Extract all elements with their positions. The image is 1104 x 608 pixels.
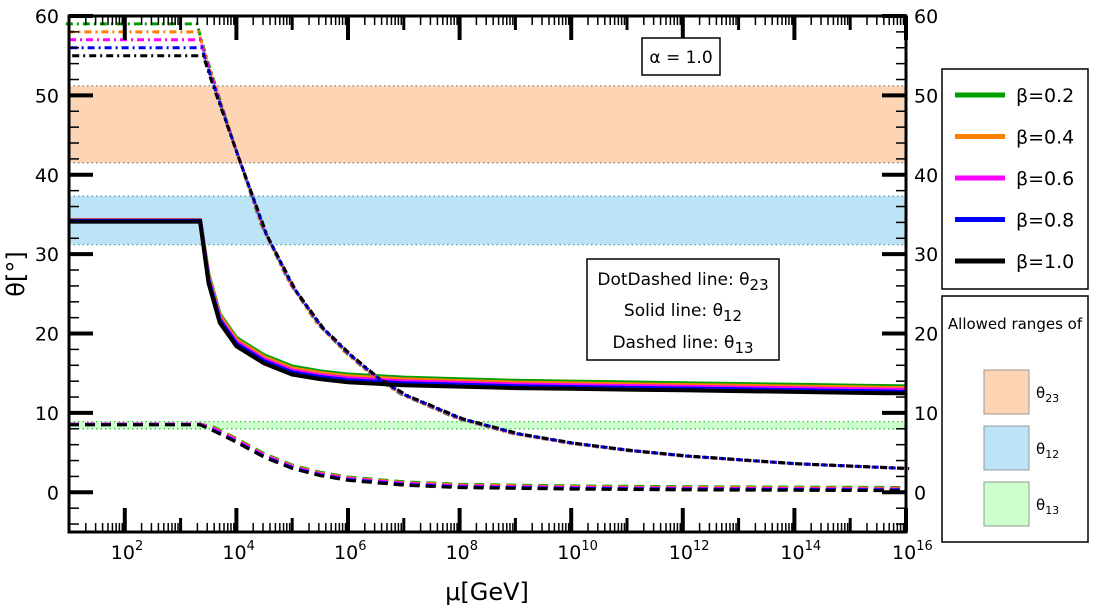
y-tick-label-right: 30 (914, 244, 938, 266)
line-style-dotdashed: DotDashed line: θ23 (597, 270, 768, 294)
series-legend-entries: β=0.2 β=0.4 β=0.6 β=0.8 β=1.0 (955, 85, 1074, 273)
y-tick-label: 40 (35, 165, 59, 187)
alpha-annotation: α = 1.0 (649, 48, 712, 68)
plot-frame (67, 14, 908, 534)
range-label-1: θ12 (1036, 440, 1059, 461)
alpha-box (641, 37, 721, 76)
line-style-box (586, 258, 780, 361)
y-tick-label-right: 60 (914, 6, 938, 28)
theta13-curve-2 (69, 422, 907, 491)
legend-label-0: β=0.2 (1016, 85, 1074, 107)
x-tick-label: 102 (111, 539, 143, 564)
theta13-curve-3 (69, 423, 907, 492)
y-tick-label: 60 (35, 6, 59, 28)
range-swatch-1 (983, 425, 1030, 471)
y-tick-label-right: 10 (914, 403, 938, 425)
allowed-ranges-entries: θ23 θ12 θ13 (983, 369, 1059, 527)
y-tick-label: 20 (35, 324, 59, 346)
x-tick-label: 106 (334, 539, 366, 564)
legend-label-3: β=0.8 (1016, 210, 1074, 232)
legend-label-2: β=0.6 (1016, 168, 1074, 190)
band-fill-0 (69, 85, 906, 163)
theta23-curve-4 (72, 54, 910, 470)
x-tick-label: 1014 (780, 539, 821, 564)
theta13-curve-0 (69, 422, 907, 489)
y-tick-label-right: 40 (914, 165, 938, 187)
range-label-2: θ13 (1036, 496, 1059, 517)
y-tick-label-right: 20 (914, 324, 938, 346)
range-swatch-2 (983, 481, 1030, 527)
x-tick-label: 1010 (557, 539, 598, 564)
line-style-solid: Solid line: θ12 (624, 301, 742, 325)
x-axis-title: μ[GeV] (445, 578, 529, 606)
y-tick-label: 50 (35, 85, 59, 107)
theta12-curve-2 (69, 218, 907, 392)
line-style-dashed: Dashed line: θ13 (612, 333, 753, 357)
y-tick-label: 0 (47, 482, 59, 504)
range-label-0: θ23 (1036, 384, 1059, 405)
x-tick-label: 108 (446, 539, 478, 564)
theta13-curve-1 (69, 422, 907, 490)
allowed-bands (69, 85, 906, 430)
curves (65, 22, 910, 493)
theta12-curve-3 (69, 218, 907, 394)
legend-label-4: β=1.0 (1016, 251, 1074, 273)
theta12-curve-4 (69, 219, 907, 396)
legend-label-1: β=0.4 (1016, 127, 1074, 149)
y-tick-label-right: 50 (914, 85, 938, 107)
theta13-curve-4 (69, 423, 907, 493)
y-tick-label: 30 (35, 244, 59, 266)
allowed-ranges-title: Allowed ranges of (948, 315, 1083, 333)
range-swatch-0 (983, 369, 1030, 415)
band-fill-1 (69, 196, 906, 245)
x-tick-label: 1012 (669, 539, 710, 564)
x-tick-label: 104 (222, 539, 254, 564)
y-axis-title: θ[°] (2, 251, 30, 296)
y-tick-label: 10 (35, 403, 59, 425)
x-tick-label: 1016 (892, 539, 933, 564)
y-tick-label-right: 0 (914, 482, 926, 504)
